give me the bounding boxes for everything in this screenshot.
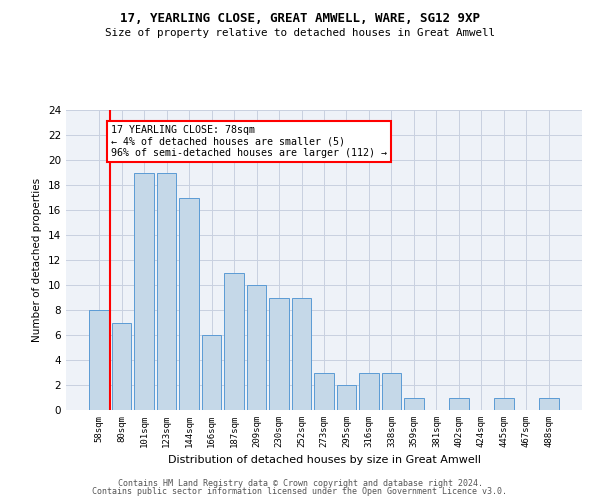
Bar [202, 335, 221, 410]
Text: Contains HM Land Registry data © Crown copyright and database right 2024.: Contains HM Land Registry data © Crown c… [118, 478, 482, 488]
Bar [539, 398, 559, 410]
Bar [314, 372, 334, 410]
Text: Size of property relative to detached houses in Great Amwell: Size of property relative to detached ho… [105, 28, 495, 38]
Bar [134, 172, 154, 410]
Bar [179, 198, 199, 410]
Bar [89, 310, 109, 410]
Bar [494, 398, 514, 410]
Bar [382, 372, 401, 410]
Bar [449, 398, 469, 410]
X-axis label: Distribution of detached houses by size in Great Amwell: Distribution of detached houses by size … [167, 456, 481, 466]
Text: 17 YEARLING CLOSE: 78sqm
← 4% of detached houses are smaller (5)
96% of semi-det: 17 YEARLING CLOSE: 78sqm ← 4% of detache… [112, 125, 388, 158]
Text: Contains public sector information licensed under the Open Government Licence v3: Contains public sector information licen… [92, 487, 508, 496]
Text: 17, YEARLING CLOSE, GREAT AMWELL, WARE, SG12 9XP: 17, YEARLING CLOSE, GREAT AMWELL, WARE, … [120, 12, 480, 26]
Bar [359, 372, 379, 410]
Y-axis label: Number of detached properties: Number of detached properties [32, 178, 43, 342]
Bar [224, 272, 244, 410]
Bar [404, 398, 424, 410]
Bar [157, 172, 176, 410]
Bar [247, 285, 266, 410]
Bar [112, 322, 131, 410]
Bar [337, 385, 356, 410]
Bar [292, 298, 311, 410]
Bar [269, 298, 289, 410]
